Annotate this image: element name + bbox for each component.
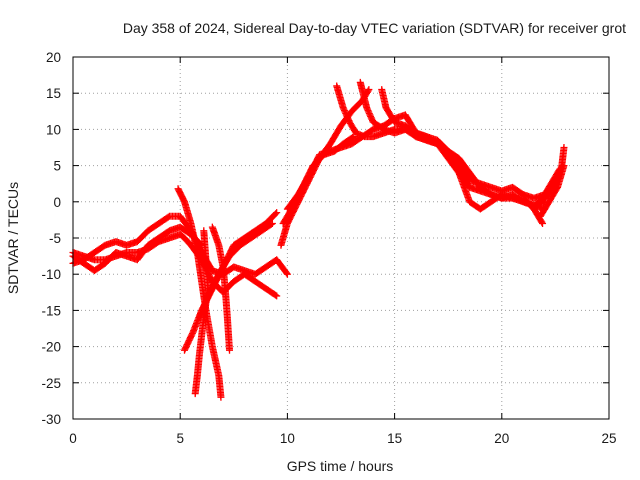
series-arc-16 [536,162,568,220]
data-point [538,218,546,226]
series-arc-17 [532,165,564,209]
x-tick-label: 5 [176,431,184,446]
data-point [273,292,281,300]
series-arc-9 [277,86,373,249]
y-tick-label: -5 [49,231,61,246]
data-point [273,209,281,217]
data-series [69,78,568,401]
x-axis-label: GPS time / hours [287,458,394,474]
data-point [268,220,276,228]
data-point [267,220,275,228]
series-arc-3 [69,223,206,275]
series-arc-8 [195,220,276,322]
data-point [556,165,564,173]
y-tick-label: 20 [46,50,61,65]
y-tick-label: 15 [46,86,61,101]
y-axis-label: SDTVAR / TECUs [5,182,21,294]
data-point [217,393,225,401]
series-arc-5 [191,227,212,398]
data-point [191,390,199,398]
data-point [283,270,291,278]
y-tick-label: 5 [53,159,61,174]
y-tick-label: 0 [53,195,61,210]
data-point [560,144,568,151]
data-point [283,269,291,277]
x-tick-label: 15 [387,431,402,446]
data-point [560,162,568,170]
y-tick-label: -30 [41,412,61,427]
chart-title: Day 358 of 2024, Sidereal Day-to-day VTE… [123,20,626,36]
data-point [555,167,563,175]
x-tick-label: 20 [494,431,509,446]
data-point [226,346,234,354]
x-tick-label: 25 [601,431,616,446]
data-point [539,220,547,228]
y-tick-label: -25 [41,376,61,391]
y-tick-label: -15 [41,303,61,318]
axis-ticks: 0 5 10 15 20 25 -30 -25 -20 -15 -10 -5 0 5 10 15 20 [41,50,616,446]
series-arc-6 [208,223,234,354]
x-tick-label: 10 [280,431,295,446]
x-tick-label: 0 [69,431,77,446]
data-point [272,210,280,218]
y-tick-label: 10 [46,122,61,137]
y-tick-label: -10 [41,267,61,282]
data-point [365,86,373,94]
data-point [271,291,279,299]
series-arc-14 [378,86,547,228]
y-tick-label: -20 [41,340,61,355]
